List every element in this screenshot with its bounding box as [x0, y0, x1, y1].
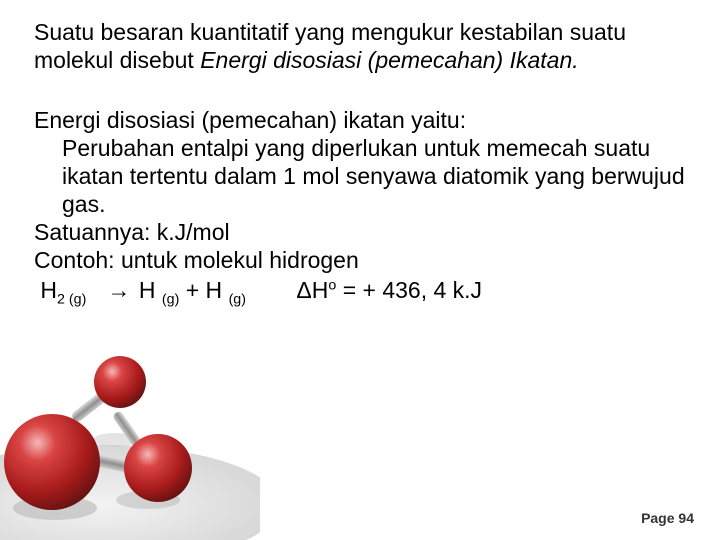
definition-body: Perubahan entalpi yang diperlukan untuk … — [34, 134, 686, 218]
eq-rhs1-base: H — [139, 277, 156, 303]
eq-deltaH-sup: o — [328, 278, 336, 294]
eq-lhs-base: H — [40, 277, 57, 303]
molecule-art — [0, 270, 260, 540]
intro-italic: Energi disosiasi (pemecahan) Ikatan. — [200, 47, 578, 73]
equation-row: H2 (g) → H (g) + H (g) ΔHo = + 436, 4 k.… — [34, 276, 686, 304]
eq-rhs2-base: H — [206, 277, 223, 303]
eq-value: = + 436, 4 k.J — [343, 277, 482, 303]
eq-deltaH: ΔH — [296, 277, 328, 303]
arrow-icon: → — [106, 276, 133, 304]
definition-lead: Energi disosiasi (pemecahan) ikatan yait… — [34, 106, 686, 134]
slide-content: Suatu besaran kuantitatif yang mengukur … — [0, 0, 720, 304]
eq-rhs1-sub: (g) — [162, 292, 179, 308]
unit-line: Satuannya: k.J/mol — [34, 218, 686, 246]
example-line: Contoh: untuk molekul hidrogen — [34, 246, 686, 274]
intro-paragraph: Suatu besaran kuantitatif yang mengukur … — [34, 18, 686, 74]
page-number: Page 94 — [641, 510, 694, 526]
eq-lhs-sub: 2 (g) — [57, 292, 86, 308]
eq-rhs2-sub: (g) — [229, 292, 246, 308]
eq-plus: + — [186, 277, 206, 303]
